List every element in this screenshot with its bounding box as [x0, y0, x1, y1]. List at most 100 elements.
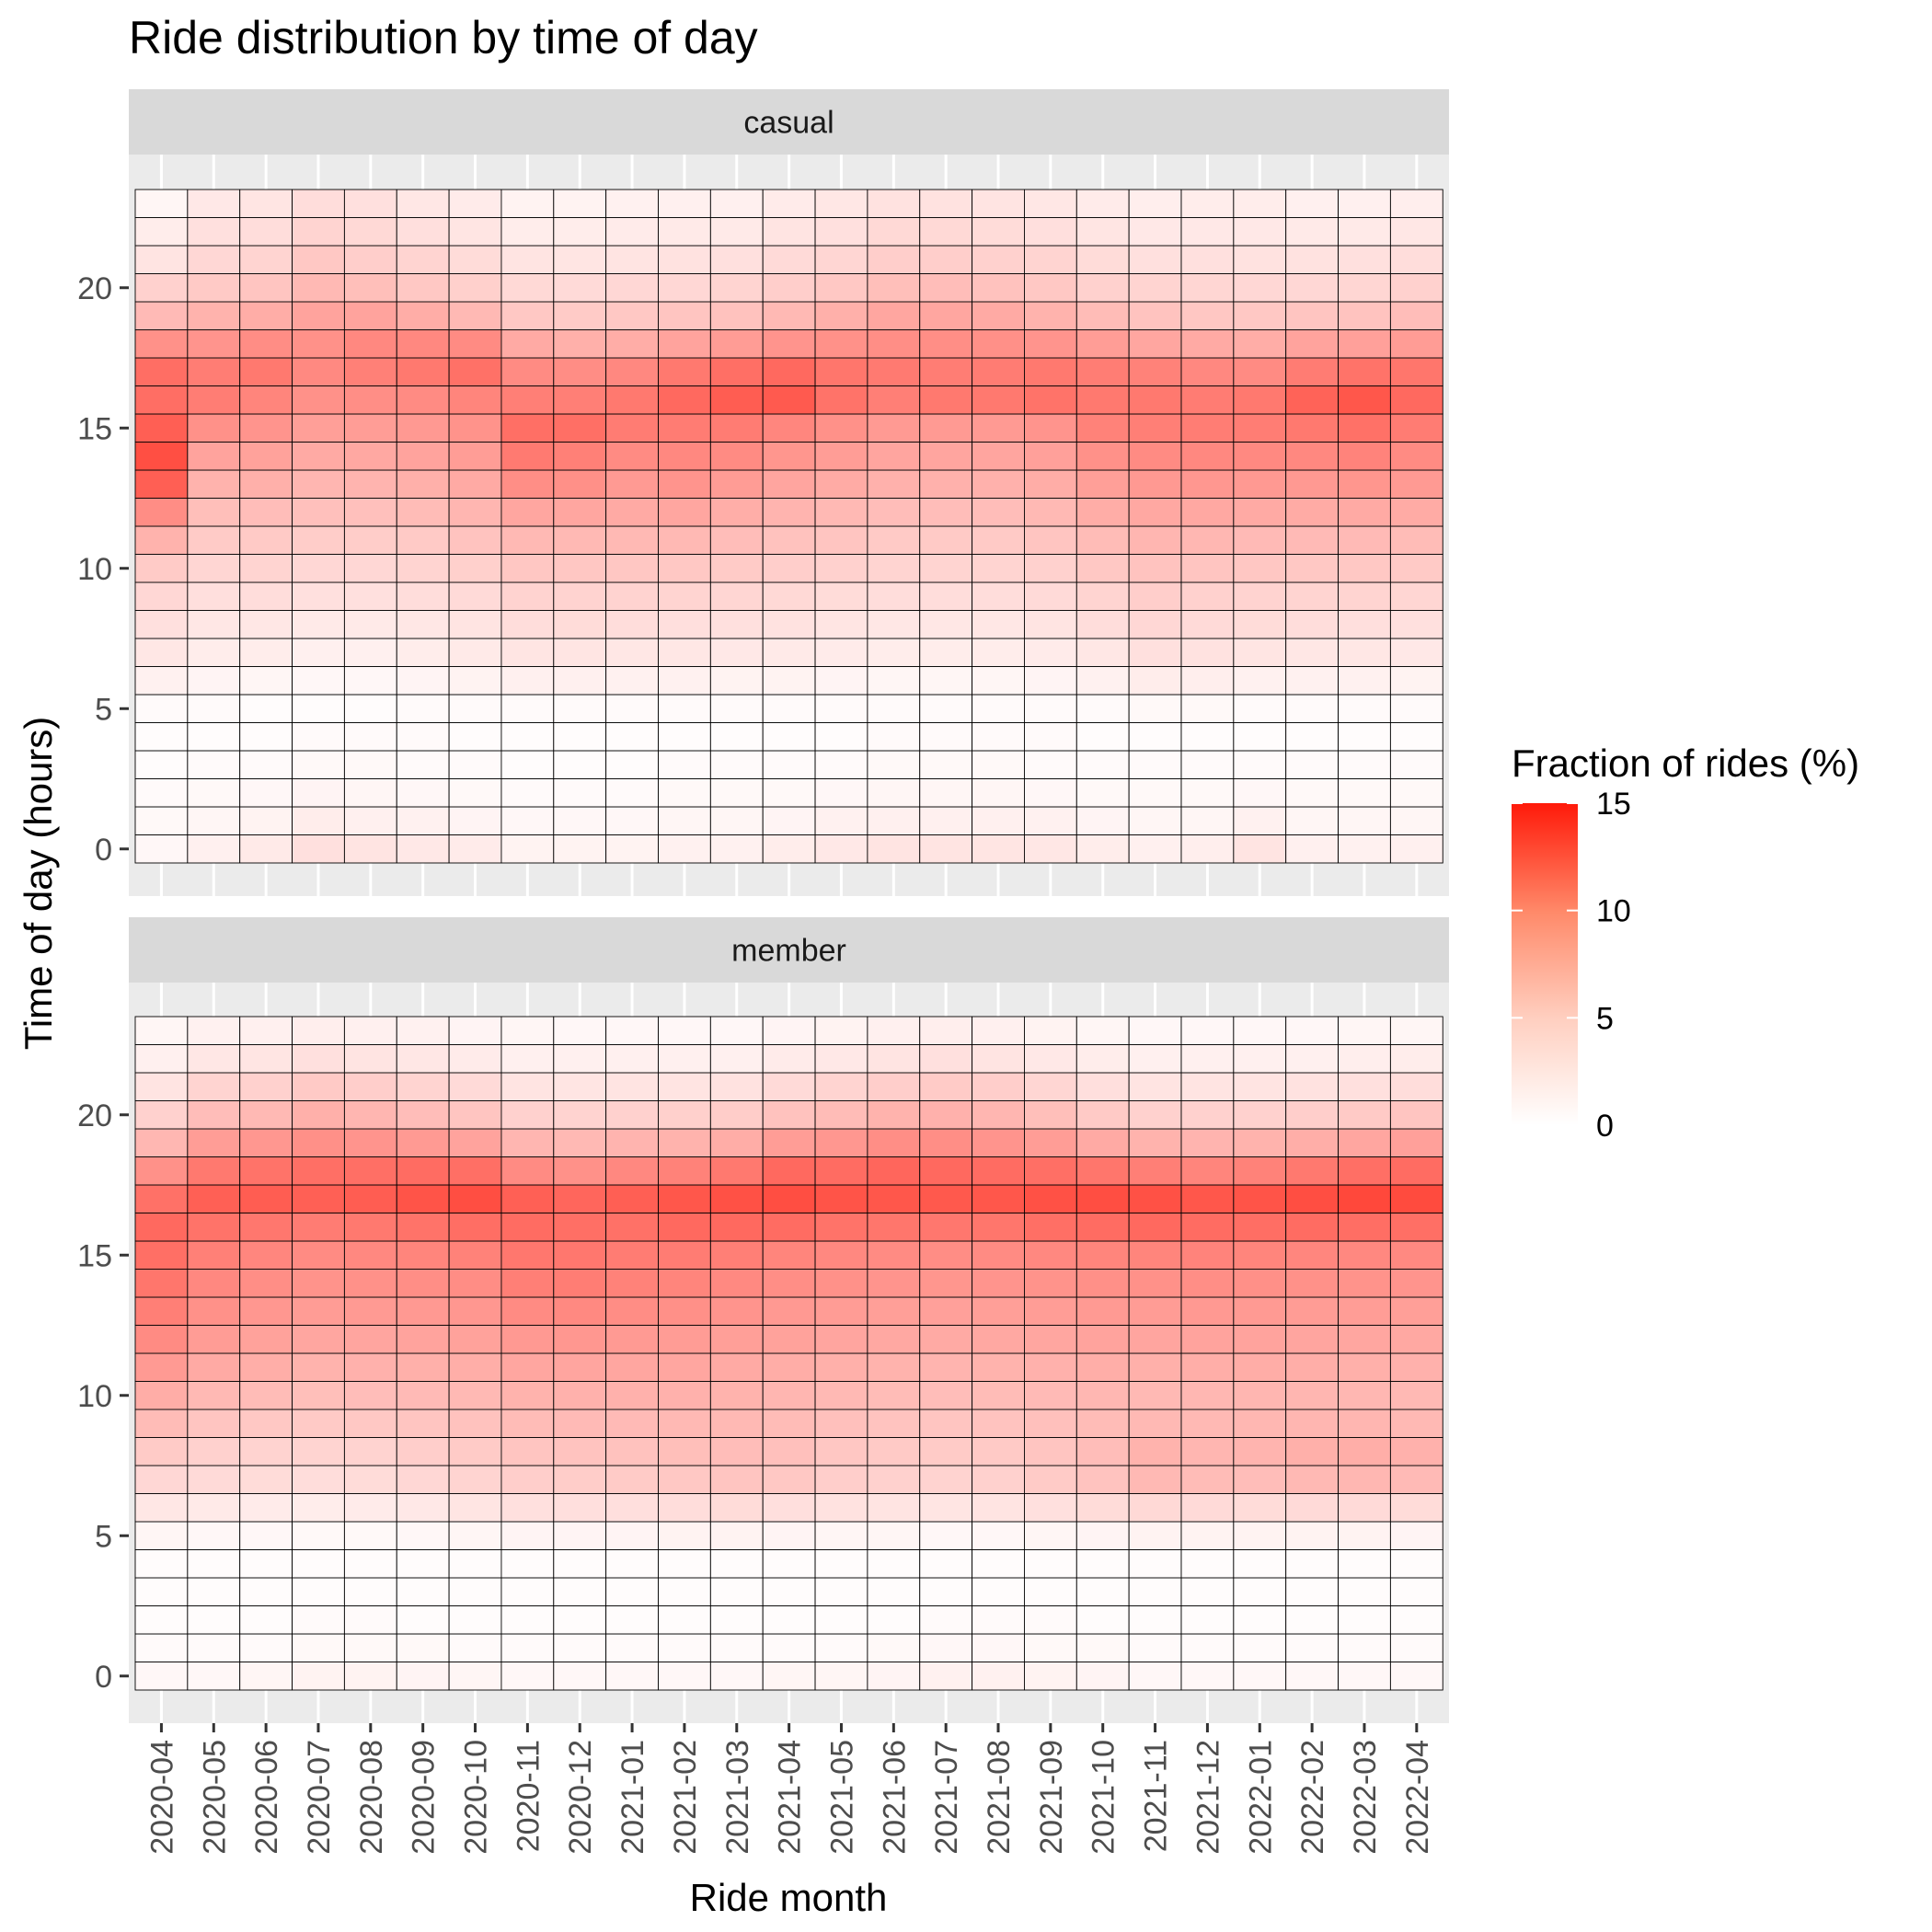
heatmap-cell	[292, 1044, 345, 1074]
heatmap-cell	[867, 1072, 921, 1101]
heatmap-cell	[1128, 1549, 1182, 1579]
heatmap-cell	[187, 525, 241, 555]
heatmap-cell	[658, 638, 711, 667]
heatmap-cell	[658, 1296, 711, 1326]
heatmap-cell	[1233, 806, 1287, 835]
heatmap-cell	[1233, 1044, 1287, 1074]
heatmap-cell	[396, 1549, 450, 1579]
heatmap-cell	[343, 1437, 397, 1466]
heatmap-cell	[1338, 1325, 1391, 1354]
heatmap-cell	[553, 385, 607, 415]
heatmap-cell	[709, 1156, 764, 1186]
heatmap-cell	[1128, 750, 1182, 779]
heatmap-cell	[814, 442, 868, 471]
heatmap-cell	[500, 1662, 555, 1691]
heatmap-cell	[605, 498, 659, 527]
heatmap-cell	[1338, 245, 1391, 274]
heatmap-cell	[292, 1662, 345, 1691]
heatmap-cell	[605, 1128, 659, 1157]
x-axis-title: Ride month	[690, 1876, 888, 1919]
heatmap-cell	[1389, 1605, 1443, 1635]
heatmap-cell	[239, 1016, 293, 1045]
heatmap-cell	[1075, 1605, 1130, 1635]
heatmap-cell	[1023, 329, 1077, 359]
heatmap-cell	[448, 1381, 502, 1410]
heatmap-cell	[553, 1465, 607, 1494]
heatmap-cell	[343, 722, 397, 752]
heatmap-cell	[972, 610, 1025, 639]
heatmap-cell	[1338, 694, 1391, 723]
heatmap-cell	[1389, 189, 1443, 218]
heatmap-cell	[292, 722, 345, 752]
heatmap-cell	[814, 1409, 868, 1438]
heatmap-cell	[919, 1633, 973, 1662]
heatmap-cell	[919, 385, 973, 415]
heatmap-cell	[187, 1240, 241, 1270]
heatmap-cell	[814, 722, 868, 752]
heatmap-cell	[1023, 498, 1077, 527]
heatmap-cell	[239, 469, 293, 499]
x-tick-label: 2021-01	[615, 1740, 650, 1855]
heatmap-cell	[1023, 1072, 1077, 1101]
heatmap-cell	[1128, 273, 1182, 303]
heatmap-cell	[500, 1240, 555, 1270]
heatmap-cell	[1180, 1549, 1235, 1579]
heatmap-cell	[448, 554, 502, 583]
heatmap-cell	[1075, 638, 1130, 667]
heatmap-cell	[187, 1633, 241, 1662]
heatmap-cell	[972, 1662, 1025, 1691]
heatmap-cell	[396, 806, 450, 835]
heatmap-cell	[867, 666, 921, 696]
heatmap-cell	[553, 1100, 607, 1130]
heatmap-cell	[1023, 1100, 1077, 1130]
heatmap-cell	[500, 666, 555, 696]
heatmap-cell	[972, 1296, 1025, 1326]
heatmap-cell	[396, 1184, 450, 1213]
heatmap-cell	[658, 1409, 711, 1438]
heatmap-cell	[500, 1493, 555, 1523]
heatmap-cell	[448, 357, 502, 386]
heatmap-cell	[500, 806, 555, 835]
heatmap-cell	[1180, 1381, 1235, 1410]
heatmap-cell	[605, 357, 659, 386]
heatmap-cell	[1023, 1493, 1077, 1523]
heatmap-cell	[867, 1493, 921, 1523]
heatmap-cell	[1285, 1156, 1339, 1186]
heatmap-cell	[553, 1269, 607, 1298]
heatmap-cell	[553, 498, 607, 527]
heatmap-cell	[1023, 1269, 1077, 1298]
heatmap-cell	[396, 1521, 450, 1550]
heatmap-cell	[867, 498, 921, 527]
heatmap-cell	[134, 1381, 189, 1410]
heatmap-cell	[134, 1521, 189, 1550]
heatmap-cell	[762, 750, 816, 779]
heatmap-cell	[658, 666, 711, 696]
heatmap-cell	[1389, 217, 1443, 247]
heatmap-cell	[1285, 834, 1339, 864]
heatmap-cell	[1338, 1100, 1391, 1130]
heatmap-cell	[1233, 666, 1287, 696]
heatmap-cell	[867, 189, 921, 218]
heatmap-cell	[1285, 1549, 1339, 1579]
heatmap-cell	[605, 1240, 659, 1270]
heatmap-cell	[396, 1100, 450, 1130]
heatmap-cell	[1128, 1044, 1182, 1074]
heatmap-cell	[239, 1352, 293, 1382]
heatmap-cell	[1180, 638, 1235, 667]
heatmap-cell	[814, 581, 868, 611]
heatmap-cell	[134, 189, 189, 218]
x-tick-label: 2020-10	[459, 1740, 494, 1855]
heatmap-cell	[343, 1044, 397, 1074]
heatmap-cell	[292, 525, 345, 555]
heatmap-cell	[1128, 722, 1182, 752]
heatmap-cell	[553, 1156, 607, 1186]
heatmap-cell	[709, 1549, 764, 1579]
heatmap-cell	[1075, 329, 1130, 359]
heatmap-cell	[972, 1352, 1025, 1382]
heatmap-cell	[1389, 1156, 1443, 1186]
heatmap-cell	[500, 1577, 555, 1606]
heatmap-cell	[919, 581, 973, 611]
heatmap-cell	[239, 1577, 293, 1606]
heatmap-cell	[605, 1184, 659, 1213]
heatmap-cell	[814, 385, 868, 415]
